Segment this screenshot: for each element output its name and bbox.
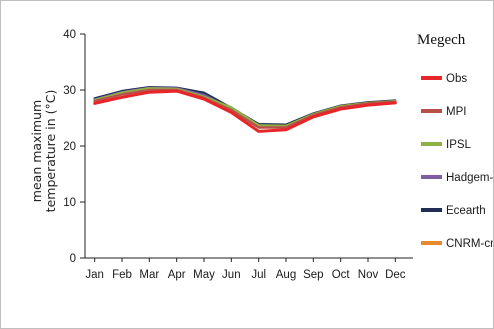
y-tick-label: 20 xyxy=(63,141,76,153)
legend-label-mpi: MPI xyxy=(446,106,466,118)
x-tick-label: Oct xyxy=(332,269,351,281)
x-tick-label: Jul xyxy=(251,269,266,281)
series-group xyxy=(93,85,397,133)
y-tick-label: 0 xyxy=(70,253,76,265)
y-tick-label: 10 xyxy=(63,197,76,209)
series-line-obs xyxy=(93,89,397,133)
x-tick-label: Jan xyxy=(85,269,104,281)
axes-group: 0 10 20 30 40 Jan Feb Mar Apr May Jun Jul Aug Sep Oct N… xyxy=(29,29,413,281)
legend-label-obs: Obs xyxy=(446,73,467,85)
y-tick-label: 30 xyxy=(63,85,76,97)
series-line-mpi xyxy=(93,88,397,129)
x-tick-label: Feb xyxy=(112,269,132,281)
x-tick-label: Jun xyxy=(222,269,241,281)
x-tick-label: Nov xyxy=(358,269,379,281)
x-tick-label: May xyxy=(193,269,215,281)
legend-title: Megech xyxy=(417,32,466,48)
y-tick-label: 40 xyxy=(63,29,76,41)
y-axis-label-line: mean maximum xyxy=(29,100,44,202)
x-tick-label: Aug xyxy=(276,269,296,281)
x-tick-label: Mar xyxy=(139,269,159,281)
legend-label-cnrm-cm5: CNRM-cm5 xyxy=(446,238,493,250)
x-tick-label: Dec xyxy=(385,269,406,281)
legend: Megech Obs MPI IPSL Hadgem-es Ecearth CNRM-cm5 xyxy=(417,32,493,250)
legend-label-ipsl: IPSL xyxy=(446,139,472,151)
x-tick-label: Apr xyxy=(168,269,186,281)
y-axis-label-line: temperature in (°C) xyxy=(43,90,58,213)
y-axis-label: mean maximumtemperature in (°C) xyxy=(29,90,58,213)
legend-label-hadgem-es: Hadgem-es xyxy=(446,172,493,184)
x-tick-label: Sep xyxy=(303,269,323,281)
legend-label-ecearth: Ecearth xyxy=(446,205,486,217)
